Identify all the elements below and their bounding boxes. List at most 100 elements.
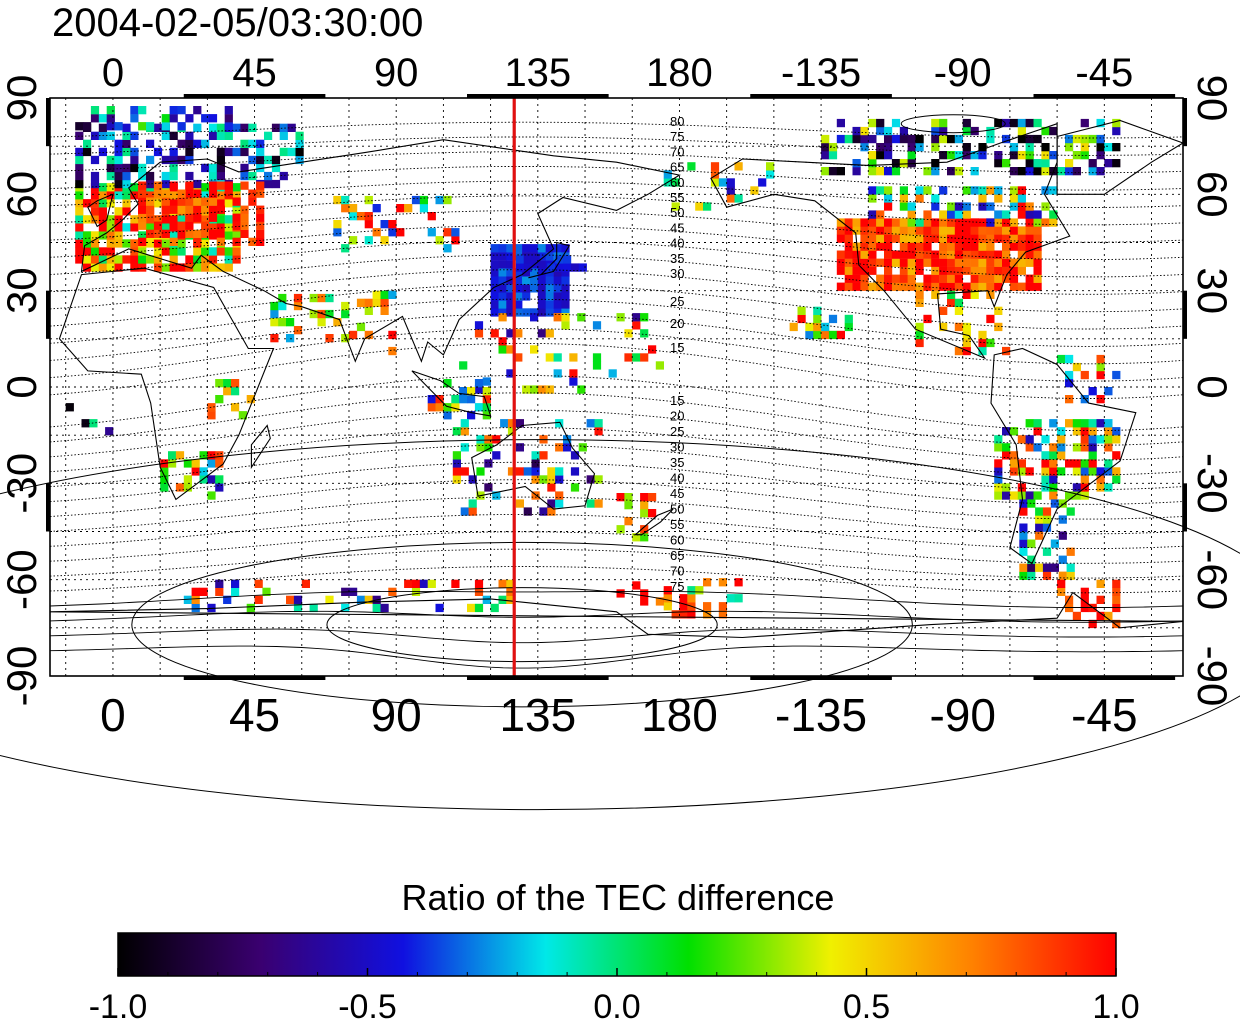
tec-cell bbox=[1009, 274, 1019, 283]
tec-cell bbox=[1057, 167, 1066, 176]
map-plot-area: 8075706560555045403530252015152025303540… bbox=[0, 94, 1240, 811]
tec-cell bbox=[734, 162, 743, 171]
tec-cell bbox=[994, 226, 1003, 235]
tec-cell bbox=[970, 167, 979, 176]
tec-cell bbox=[232, 231, 241, 240]
tec-cell bbox=[679, 602, 688, 611]
tec-cell bbox=[624, 353, 633, 362]
tec-cell bbox=[443, 403, 452, 412]
tec-cell bbox=[341, 204, 350, 213]
tec-cell bbox=[947, 234, 956, 243]
tec-cell bbox=[1065, 143, 1074, 152]
tec-cell bbox=[1096, 118, 1105, 128]
tec-cell bbox=[1025, 467, 1034, 476]
tec-cell bbox=[490, 268, 499, 277]
tec-cell bbox=[616, 313, 625, 322]
tec-cell bbox=[256, 205, 265, 214]
frame-tick-left bbox=[46, 483, 50, 532]
tec-cell bbox=[860, 242, 869, 251]
tec-cell bbox=[530, 244, 539, 253]
mag-contour bbox=[49, 283, 1184, 330]
tec-cell bbox=[169, 215, 178, 224]
tec-cell bbox=[758, 178, 767, 187]
tec-cell bbox=[514, 329, 523, 338]
tec-cell bbox=[498, 337, 507, 346]
tec-cell bbox=[530, 308, 539, 317]
tec-cell bbox=[1041, 435, 1050, 444]
tec-cell bbox=[844, 234, 853, 243]
frame-tick-left bbox=[46, 98, 50, 147]
tec-cell bbox=[537, 268, 546, 277]
tec-cell bbox=[594, 427, 603, 436]
tec-cell bbox=[962, 118, 971, 128]
tec-cell bbox=[160, 483, 169, 492]
tec-cell bbox=[962, 226, 971, 235]
dotted-grid bbox=[50, 98, 1183, 676]
tec-cell bbox=[852, 266, 861, 275]
tec-cell bbox=[161, 263, 170, 272]
tec-cell bbox=[81, 419, 90, 428]
tec-cell bbox=[515, 419, 524, 428]
tec-cell bbox=[98, 123, 107, 132]
tec-cell bbox=[160, 475, 169, 484]
tec-cell bbox=[1065, 459, 1074, 468]
tec-cell bbox=[216, 231, 225, 240]
tec-cell bbox=[986, 314, 995, 324]
tec-cell bbox=[1066, 571, 1075, 580]
tec-cell bbox=[555, 499, 564, 508]
tec-cell bbox=[939, 134, 948, 144]
tec-cell bbox=[931, 167, 940, 176]
tec-cell bbox=[962, 266, 971, 275]
tec-cell bbox=[506, 329, 515, 338]
tec-cell bbox=[907, 151, 916, 160]
tec-cell bbox=[923, 167, 932, 176]
tec-cell bbox=[216, 123, 225, 132]
tec-cell bbox=[83, 263, 92, 272]
mag-contour bbox=[49, 548, 1184, 579]
tec-cell bbox=[939, 322, 948, 332]
tec-cell bbox=[216, 191, 225, 200]
tec-cell bbox=[1009, 258, 1019, 267]
tec-cell bbox=[523, 507, 532, 516]
tec-cell bbox=[256, 181, 265, 190]
tec-cell bbox=[1019, 539, 1028, 548]
tec-cell bbox=[868, 167, 877, 176]
tec-cell bbox=[891, 282, 901, 291]
tec-cell bbox=[962, 210, 971, 219]
tec-cell bbox=[106, 247, 115, 256]
tec-cell bbox=[868, 242, 877, 251]
tec-cell bbox=[860, 226, 869, 235]
tec-cell bbox=[185, 221, 194, 230]
tec-cell bbox=[169, 191, 178, 200]
tec-cell bbox=[130, 255, 139, 264]
tec-cell bbox=[915, 242, 924, 251]
tec-cell bbox=[75, 122, 84, 131]
tec-cell bbox=[419, 204, 428, 213]
tec-cell bbox=[547, 499, 556, 508]
tec-cell bbox=[169, 181, 178, 190]
tec-cell bbox=[523, 255, 532, 264]
tec-cell bbox=[75, 223, 84, 232]
tec-cell bbox=[986, 242, 995, 251]
tec-cell bbox=[506, 260, 515, 269]
tec-cell bbox=[468, 507, 477, 516]
tec-cell bbox=[183, 595, 192, 604]
tec-cell bbox=[561, 300, 570, 309]
tec-cell bbox=[1112, 595, 1121, 604]
tec-cell bbox=[1017, 467, 1026, 476]
tec-cell bbox=[293, 326, 303, 335]
tec-cell bbox=[962, 143, 971, 152]
tec-cell bbox=[1072, 167, 1081, 176]
tec-cell bbox=[98, 263, 107, 272]
tec-cell bbox=[1017, 226, 1026, 235]
contour-label: 45 bbox=[670, 220, 684, 235]
tec-cell bbox=[947, 167, 956, 176]
tec-cell bbox=[915, 266, 924, 275]
tec-cell bbox=[563, 255, 572, 264]
tec-cell bbox=[83, 231, 92, 240]
tec-cell bbox=[860, 143, 869, 152]
tec-cell bbox=[201, 139, 210, 148]
tec-cell bbox=[498, 244, 507, 253]
tec-cell bbox=[632, 581, 641, 590]
tec-cell bbox=[207, 459, 216, 468]
